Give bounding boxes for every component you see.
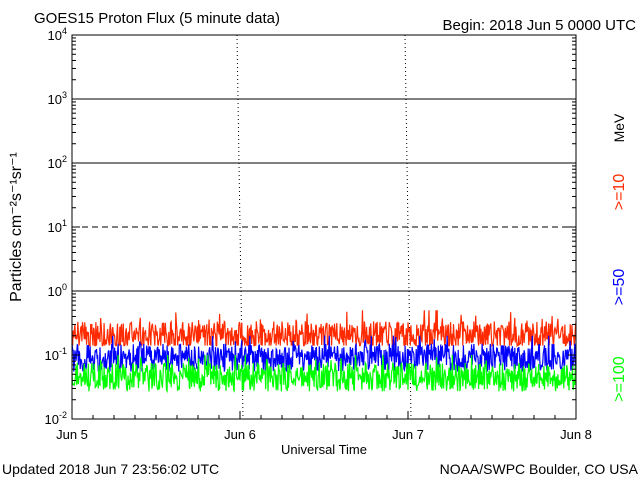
x-axis: Jun 5 Jun 6 Jun 7 Jun 8	[56, 411, 592, 442]
series-layer	[71, 310, 577, 394]
x-tick-label-1: Jun 6	[224, 427, 256, 442]
begin-label: Begin: 2018 Jun 5 0000 UTC	[443, 17, 637, 34]
series-line-2	[71, 354, 577, 394]
legend-entry-2: >=100	[611, 356, 628, 401]
legend-entry-0: >=10	[611, 174, 628, 211]
chart-title: GOES15 Proton Flux (5 minute data)	[34, 10, 280, 27]
x-tick-label-3: Jun 8	[560, 427, 592, 442]
x-tick-label-0: Jun 5	[56, 427, 88, 442]
y-tick-label: 101	[48, 218, 67, 235]
y-tick-label: 104	[48, 26, 67, 43]
y-tick-label: 102	[48, 154, 67, 171]
y-axis-label: Particles cm⁻²s⁻¹sr⁻¹	[8, 152, 25, 302]
x-axis-label: Universal Time	[281, 442, 367, 457]
y-tick-label: 103	[48, 90, 67, 107]
y-axis: 10-2 10-1 100 101 102 103 104	[45, 26, 576, 427]
series-line-1	[71, 335, 577, 374]
unit-label: MeV	[611, 113, 627, 142]
legend-entry-1: >=50	[611, 269, 628, 306]
y-tick-label: 10-2	[45, 410, 67, 427]
y-tick-label: 10-1	[45, 346, 67, 363]
y-tick-label: 100	[48, 282, 67, 299]
updated-timestamp: Updated 2018 Jun 7 23:56:02 UTC	[2, 461, 219, 477]
x-tick-label-2: Jun 7	[392, 427, 424, 442]
series-legend: MeV >=10 >=50 >=100	[611, 113, 628, 402]
reference-lines	[72, 98, 576, 292]
data-source: NOAA/SWPC Boulder, CO USA	[440, 461, 639, 477]
